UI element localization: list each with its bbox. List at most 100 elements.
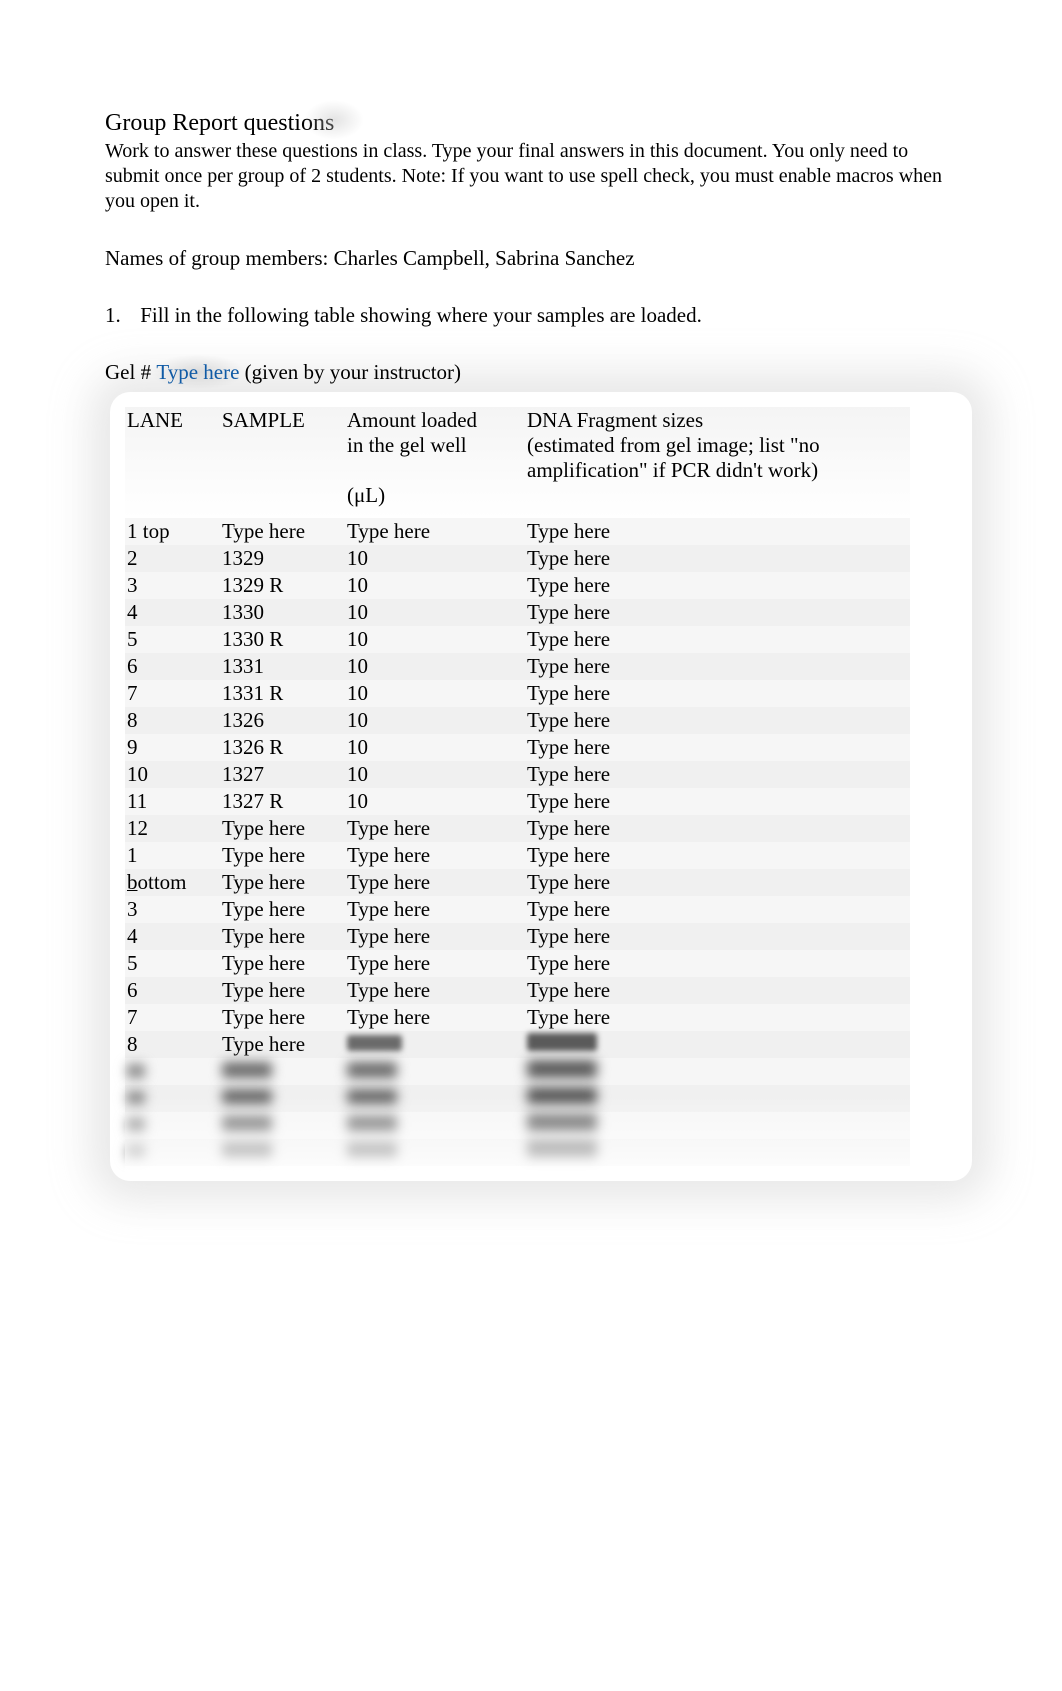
cell-fragment[interactable]: Type here — [525, 680, 910, 707]
cell-sample: 1327 R — [220, 788, 345, 815]
table-row: bottomType hereType hereType here — [125, 869, 910, 896]
table-row: 31329 R10Type here — [125, 572, 910, 599]
gel-number-line: Gel # Type here (given by your instructo… — [105, 360, 957, 385]
table-row: 8132610Type here — [125, 707, 910, 734]
gel-suffix: (given by your instructor) — [239, 360, 461, 384]
cell-sample[interactable]: Type here — [220, 950, 345, 977]
table-row — [125, 1139, 910, 1166]
cell-fragment[interactable]: Type here — [525, 734, 910, 761]
cell-amount: 10 — [345, 599, 525, 626]
cell-fragment[interactable]: Type here — [525, 572, 910, 599]
cell-sample: 1327 — [220, 761, 345, 788]
table-row: 111327 R10Type here — [125, 788, 910, 815]
cell-amount[interactable]: Type here — [345, 923, 525, 950]
cell-amount: 10 — [345, 680, 525, 707]
table-row — [125, 1085, 910, 1112]
cell-lane: 12 — [125, 815, 220, 842]
cell-lane: 4 — [125, 923, 220, 950]
cell-fragment[interactable]: Type here — [525, 545, 910, 572]
header-lane: LANE — [125, 407, 220, 518]
header-fragment: DNA Fragment sizes (estimated from gel i… — [525, 407, 910, 518]
cell-sample[interactable]: Type here — [220, 1004, 345, 1031]
cell-amount: 10 — [345, 761, 525, 788]
cell-lane — [125, 1058, 220, 1085]
cell-lane: 2 — [125, 545, 220, 572]
cell-sample: 1331 R — [220, 680, 345, 707]
cell-lane: 11 — [125, 788, 220, 815]
cell-sample[interactable]: Type here — [220, 518, 345, 545]
cell-lane: 5 — [125, 626, 220, 653]
cell-lane: 3 — [125, 896, 220, 923]
cell-sample[interactable]: Type here — [220, 923, 345, 950]
cell-amount[interactable]: Type here — [345, 896, 525, 923]
question-text: Fill in the following table showing wher… — [140, 303, 702, 327]
cell-fragment[interactable]: Type here — [525, 599, 910, 626]
cell-fragment[interactable]: Type here — [525, 869, 910, 896]
cell-sample — [220, 1139, 345, 1166]
cell-amount: 10 — [345, 734, 525, 761]
cell-fragment[interactable]: Type here — [525, 1004, 910, 1031]
table-row: 5Type hereType hereType here — [125, 950, 910, 977]
cell-lane: 7 — [125, 1004, 220, 1031]
cell-amount: 10 — [345, 572, 525, 599]
table-row: 4Type hereType hereType here — [125, 923, 910, 950]
cell-sample[interactable]: Type here — [220, 1031, 345, 1058]
cell-sample[interactable]: Type here — [220, 977, 345, 1004]
table-body: 1 topType hereType hereType here2132910T… — [125, 518, 910, 1166]
cell-amount[interactable]: Type here — [345, 950, 525, 977]
cell-amount[interactable]: Type here — [345, 977, 525, 1004]
cell-fragment — [525, 1058, 910, 1085]
cell-lane: 3 — [125, 572, 220, 599]
gel-number-placeholder[interactable]: Type here — [156, 360, 239, 384]
cell-amount — [345, 1112, 525, 1139]
cell-amount[interactable]: Type here — [345, 815, 525, 842]
table-header-row: LANE SAMPLE Amount loaded in the gel wel… — [125, 407, 910, 518]
cell-sample: 1329 — [220, 545, 345, 572]
cell-amount: 10 — [345, 653, 525, 680]
cell-sample: 1330 — [220, 599, 345, 626]
cell-amount[interactable]: Type here — [345, 842, 525, 869]
table-row: 6Type hereType hereType here — [125, 977, 910, 1004]
cell-fragment[interactable]: Type here — [525, 653, 910, 680]
cell-fragment[interactable]: Type here — [525, 977, 910, 1004]
cell-sample[interactable]: Type here — [220, 815, 345, 842]
cell-fragment — [525, 1139, 910, 1166]
cell-amount — [345, 1139, 525, 1166]
table-row: 12Type hereType hereType here — [125, 815, 910, 842]
table-row: 1Type hereType hereType here — [125, 842, 910, 869]
cell-fragment[interactable]: Type here — [525, 707, 910, 734]
question-1: 1. Fill in the following table showing w… — [105, 303, 957, 328]
cell-fragment[interactable]: Type here — [525, 761, 910, 788]
cell-fragment[interactable]: Type here — [525, 518, 910, 545]
table-container: LANE SAMPLE Amount loaded in the gel wel… — [125, 407, 957, 1166]
question-number: 1. — [105, 303, 135, 328]
cell-fragment[interactable]: Type here — [525, 815, 910, 842]
cell-amount[interactable]: Type here — [345, 869, 525, 896]
cell-lane: 1 — [125, 842, 220, 869]
table-row — [125, 1058, 910, 1085]
table-row: 4133010Type here — [125, 599, 910, 626]
cell-fragment[interactable]: Type here — [525, 896, 910, 923]
cell-fragment[interactable]: Type here — [525, 842, 910, 869]
table-row: 8Type here — [125, 1031, 910, 1058]
cell-sample: 1326 — [220, 707, 345, 734]
cell-lane: 10 — [125, 761, 220, 788]
cell-lane: 8 — [125, 707, 220, 734]
cell-sample[interactable]: Type here — [220, 896, 345, 923]
cell-lane — [125, 1112, 220, 1139]
cell-fragment[interactable]: Type here — [525, 626, 910, 653]
cell-amount[interactable]: Type here — [345, 518, 525, 545]
cell-sample: 1331 — [220, 653, 345, 680]
cell-sample[interactable]: Type here — [220, 842, 345, 869]
table-row: 51330 R10Type here — [125, 626, 910, 653]
cell-amount[interactable]: Type here — [345, 1004, 525, 1031]
cell-lane: 4 — [125, 599, 220, 626]
cell-fragment[interactable]: Type here — [525, 788, 910, 815]
names-line: Names of group members: Charles Campbell… — [105, 246, 957, 271]
page-title: Group Report questions — [105, 110, 334, 137]
cell-sample: 1330 R — [220, 626, 345, 653]
cell-fragment[interactable]: Type here — [525, 950, 910, 977]
cell-sample[interactable]: Type here — [220, 869, 345, 896]
cell-fragment[interactable]: Type here — [525, 923, 910, 950]
cell-fragment — [525, 1085, 910, 1112]
